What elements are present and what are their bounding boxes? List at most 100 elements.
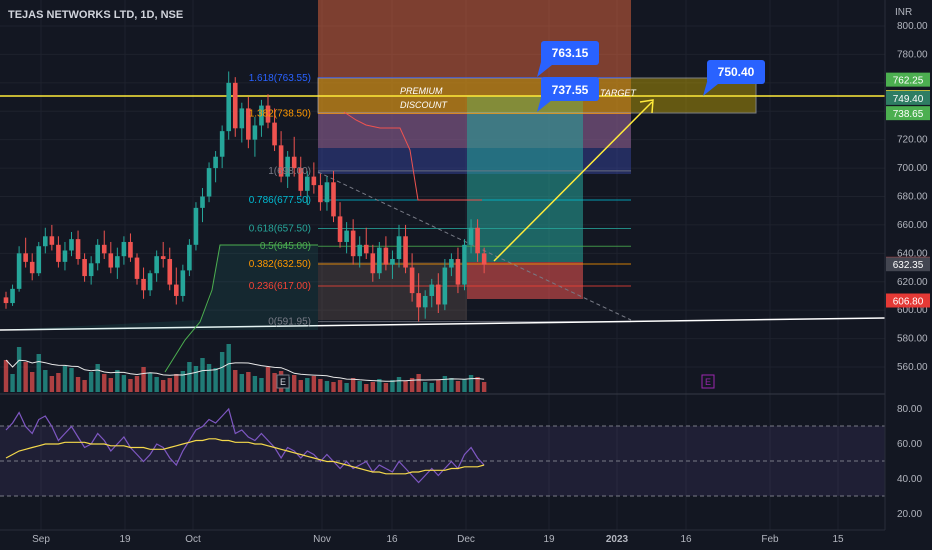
time-tick: 16 xyxy=(680,534,692,545)
candle-body xyxy=(174,284,179,296)
volume-bar xyxy=(239,374,244,392)
candle-body xyxy=(141,278,146,291)
fib-label: 0.5(645.00) xyxy=(260,241,311,252)
rsi-ma-line xyxy=(5,438,485,475)
volume-bar xyxy=(95,364,100,392)
volume-bar xyxy=(200,358,205,392)
volume-bar xyxy=(344,383,349,392)
candle-body xyxy=(285,156,290,177)
price-tick: 620.00 xyxy=(897,277,928,288)
fill-edge-line xyxy=(164,244,318,373)
volume-bar xyxy=(43,370,48,392)
price-badge: 606.80 xyxy=(886,293,930,308)
projection-dashed-line xyxy=(317,171,632,321)
candle-body xyxy=(377,247,382,274)
volume-bar xyxy=(416,374,421,392)
candle-body xyxy=(311,176,317,186)
volume-bar xyxy=(128,379,133,392)
price-badge-text: 762.25 xyxy=(893,76,924,87)
candle-body xyxy=(462,244,467,285)
time-tick: Nov xyxy=(313,534,331,545)
support-trendline[interactable] xyxy=(0,317,886,331)
price-badge-text: 738.65 xyxy=(893,109,924,120)
time-tick: 15 xyxy=(832,534,844,545)
volume-bar xyxy=(475,377,480,392)
price-tick: 700.00 xyxy=(897,163,928,174)
price-tick: 800.00 xyxy=(897,21,928,32)
candle-body xyxy=(232,82,238,129)
time-tick: 2023 xyxy=(606,534,629,545)
volume-bar xyxy=(36,354,41,392)
volume-bar xyxy=(62,366,68,392)
candle-body xyxy=(468,227,474,245)
callout-750-text: 750.40 xyxy=(718,65,755,79)
volume-bar xyxy=(121,375,127,392)
volume-bar xyxy=(265,367,271,392)
volume-ma-line xyxy=(5,359,485,382)
candle-body xyxy=(403,236,408,268)
callout-750[interactable]: 750.40 xyxy=(703,60,765,96)
price-badge: 749.40 xyxy=(886,90,930,105)
time-axis[interactable]: Sep 19 Oct Nov 16 Dec 19 2023 16 Feb 15 xyxy=(32,534,844,545)
price-tick: 660.00 xyxy=(897,220,928,231)
time-tick: Oct xyxy=(185,534,201,545)
chart-title: TEJAS NETWORKS LTD, 1D, NSE xyxy=(8,9,183,21)
volume-bar xyxy=(213,368,218,392)
target-label: TARGET xyxy=(600,88,637,98)
long-position-profit xyxy=(467,96,583,262)
volume-bar xyxy=(23,362,28,392)
volume-bar xyxy=(390,380,395,392)
candlestick-series[interactable] xyxy=(3,71,487,322)
volume-bar xyxy=(364,384,369,392)
candle-body xyxy=(226,82,231,132)
volume-bar xyxy=(272,373,277,392)
price-badge-text: 749.40 xyxy=(893,94,924,105)
callout-737-text: 737.55 xyxy=(552,83,589,97)
candle-body xyxy=(95,244,100,264)
candle-body xyxy=(436,284,441,305)
volume-bar xyxy=(56,373,61,392)
price-badge: 632.35 xyxy=(886,257,930,272)
callout-763[interactable]: 763.15 xyxy=(537,41,599,77)
candle-body xyxy=(108,253,114,268)
candle-body xyxy=(16,253,22,289)
candle-body xyxy=(278,145,284,177)
candle-body xyxy=(442,267,448,305)
candle-body xyxy=(409,267,415,294)
volume-bar xyxy=(403,381,408,392)
volume-bar xyxy=(331,382,336,392)
rsi-tick: 40.00 xyxy=(897,474,922,485)
volume-bar xyxy=(174,374,179,392)
candle-body xyxy=(3,297,9,304)
callout-737[interactable]: 737.55 xyxy=(537,77,599,112)
time-tick: Sep xyxy=(32,534,50,545)
time-tick: 16 xyxy=(386,534,398,545)
candle-body xyxy=(305,176,310,191)
earnings-marker-1[interactable]: E xyxy=(276,374,290,389)
candle-body xyxy=(239,108,245,129)
rsi-tick: 80.00 xyxy=(897,404,922,415)
candle-body xyxy=(422,295,428,308)
volume-bar xyxy=(468,375,474,392)
target-arrow[interactable] xyxy=(493,101,653,262)
volume-bar xyxy=(423,382,428,392)
volume-bar xyxy=(455,381,461,392)
candle-body xyxy=(259,105,264,126)
earnings-marker-2[interactable]: E xyxy=(701,374,715,389)
candle-body xyxy=(416,293,421,308)
price-tick: 640.00 xyxy=(897,248,928,259)
volume-bar xyxy=(154,377,159,392)
volume-bar xyxy=(292,375,297,392)
candle-body xyxy=(200,196,205,208)
time-tick: Feb xyxy=(761,534,779,545)
fib-label: 0(591.95) xyxy=(268,317,311,328)
price-badges: 762.25749.90749.40738.65632.60632.35606.… xyxy=(886,72,930,308)
candle-body xyxy=(49,236,55,245)
earnings-e-icon: E xyxy=(705,377,711,387)
green-fill-area xyxy=(0,245,318,330)
volume-bar xyxy=(324,381,330,392)
volume-bar xyxy=(481,382,487,392)
callout-763-text: 763.15 xyxy=(552,46,589,60)
volume-bar xyxy=(180,371,186,392)
